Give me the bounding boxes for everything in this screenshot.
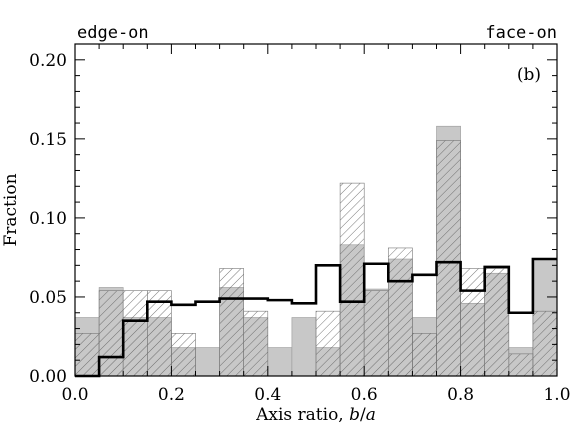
hatched-bar-4 <box>171 333 196 376</box>
x-axis-label: Axis ratio, b/a <box>255 405 376 425</box>
hatched-bar-18 <box>508 353 534 376</box>
y-tick-label: 0.15 <box>29 130 67 150</box>
y-tick-labels: 0.00 0.05 0.10 0.15 0.20 <box>29 51 67 387</box>
y-tick-label: 0.20 <box>29 51 67 71</box>
hatched-bar-13 <box>387 247 413 376</box>
x-tick-label: 0.8 <box>447 385 474 405</box>
y-axis-label: Fraction <box>1 173 21 246</box>
histogram-bars <box>75 125 557 376</box>
x-tick-labels: 0.0 0.2 0.4 0.6 0.8 1.0 <box>61 385 570 405</box>
hatched-bar-16 <box>460 268 486 376</box>
hatched-bar-1 <box>98 290 124 376</box>
gray-bar-5 <box>195 347 220 376</box>
hatched-bar-2 <box>122 290 148 376</box>
hatched-bar-10 <box>315 310 341 376</box>
hatched-bar-12 <box>363 290 389 376</box>
y-tick-label: 0.05 <box>29 288 67 308</box>
histogram-outline <box>75 257 557 378</box>
step-line-series <box>75 257 557 378</box>
hatched-bar-19 <box>532 310 557 376</box>
x-tick-label: 1.0 <box>543 385 570 405</box>
panel-label: (b) <box>517 65 541 85</box>
hatched-bar-0 <box>75 333 100 376</box>
y-tick-label: 0.10 <box>29 209 67 229</box>
y-tick-label: 0.00 <box>29 367 67 387</box>
gray-bar-9 <box>291 317 317 376</box>
x-tick-label: 0.0 <box>61 385 88 405</box>
hatched-bar-11 <box>339 182 365 376</box>
hatched-bar-14 <box>412 333 437 376</box>
x-tick-label: 0.2 <box>158 385 185 405</box>
face-on-label: face-on <box>485 23 557 43</box>
x-tick-label: 0.4 <box>254 385 281 405</box>
gray-bar-8 <box>267 347 293 376</box>
axis-ticks <box>74 43 558 377</box>
hatched-bar-15 <box>436 140 461 376</box>
edge-on-label: edge-on <box>77 23 149 43</box>
hatched-bar-3 <box>147 290 172 376</box>
hatched-bar-17 <box>484 268 510 376</box>
hatched-bar-6 <box>219 268 245 376</box>
x-tick-label: 0.6 <box>351 385 378 405</box>
hatched-bar-7 <box>243 310 269 376</box>
